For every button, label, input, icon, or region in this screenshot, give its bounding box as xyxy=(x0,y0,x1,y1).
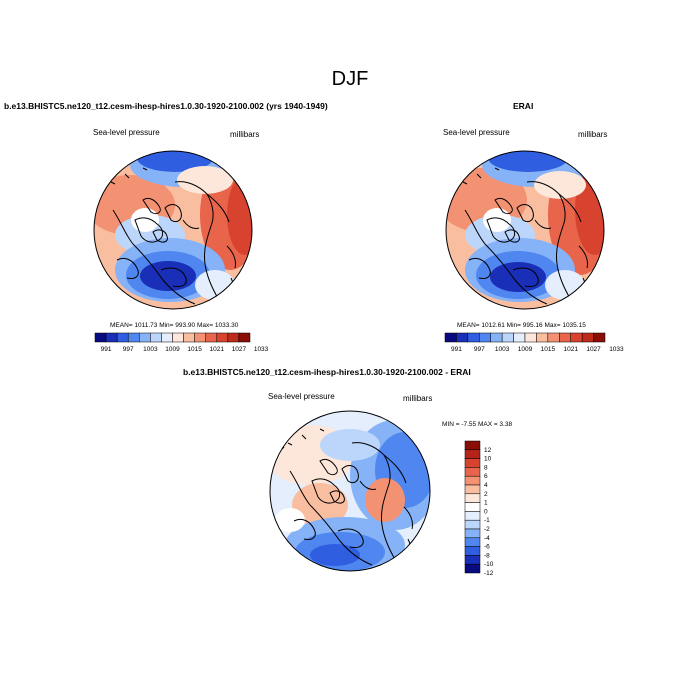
diff-colorbar-label: -1 xyxy=(484,517,490,524)
model-colorbar-box xyxy=(216,332,229,343)
model-colorbar-box xyxy=(94,332,107,343)
diff-left-label: Sea-level pressure xyxy=(268,392,335,401)
diff-colorbar-label: -10 xyxy=(484,561,494,568)
erai-colorbar-label: 1009 xyxy=(518,346,533,353)
model-colorbar-label: 1027 xyxy=(232,346,247,353)
model-left-label: Sea-level pressure xyxy=(93,128,160,137)
erai-colorbar-label: 1027 xyxy=(586,346,601,353)
model-colorbar-label: 1009 xyxy=(165,346,180,353)
diff-units-label: millibars xyxy=(403,394,433,403)
model-colorbar-label: 991 xyxy=(101,346,112,353)
diff-colorbar-box xyxy=(464,458,481,468)
diff-colorbar-box xyxy=(464,502,481,512)
model-colorbar-label: 1003 xyxy=(143,346,158,353)
erai-colorbar-box xyxy=(524,332,537,343)
diff-colorbar-box xyxy=(464,528,481,539)
diff-colorbar-label: -8 xyxy=(484,552,490,559)
model-panel-title: b.e13.BHISTC5.ne120_t12.cesm-ihesp-hires… xyxy=(4,101,328,111)
erai-colorbar-box xyxy=(456,332,469,343)
model-colorbar-box xyxy=(127,332,140,343)
erai-colorbar: 991 997 1003 1009 1015 1021 1027 1033 xyxy=(444,332,624,353)
diff-colorbar-label: -2 xyxy=(484,526,490,533)
model-colorbar-label: 1021 xyxy=(210,346,225,353)
erai-left-label: Sea-level pressure xyxy=(443,128,510,137)
erai-colorbar-box xyxy=(490,332,503,343)
diff-colorbar-box xyxy=(464,440,481,451)
diff-colorbar-label: 8 xyxy=(484,464,488,471)
erai-panel-title: ERAI xyxy=(513,101,534,111)
diff-colorbar-box xyxy=(464,555,481,565)
diff-colorbar-box xyxy=(464,546,481,556)
model-colorbar: 991 997 1003 1009 1015 1021 1027 1033 xyxy=(94,332,269,353)
erai-colorbar-label: 991 xyxy=(451,346,462,353)
erai-units-label: millibars xyxy=(578,130,608,139)
erai-colorbar-box xyxy=(593,332,606,343)
diff-colorbar-box xyxy=(464,475,481,486)
model-colorbar-label: 1015 xyxy=(187,346,202,353)
erai-colorbar-label: 997 xyxy=(474,346,485,353)
erai-colorbar-box xyxy=(501,332,514,343)
diff-colorbar-box xyxy=(464,563,481,574)
model-colorbar-box xyxy=(139,332,151,343)
erai-colorbar-label: 1003 xyxy=(495,346,510,353)
diff-colorbar-label: 2 xyxy=(484,491,488,498)
model-colorbar-box xyxy=(105,332,118,343)
diff-colorbar-box xyxy=(464,493,481,503)
diff-colorbar-box xyxy=(464,467,481,477)
diff-colorbar-label: 10 xyxy=(484,456,492,463)
model-units-label: millibars xyxy=(230,130,260,139)
diff-colorbar-box xyxy=(464,484,481,495)
diff-colorbar-label: -12 xyxy=(484,570,494,577)
model-map xyxy=(93,150,253,310)
erai-stats: MEAN= 1012.61 Min= 995.16 Max= 1035.15 xyxy=(457,322,586,329)
erai-colorbar-label: 1033 xyxy=(609,346,624,353)
model-colorbar-box xyxy=(183,332,195,343)
model-colorbar-box xyxy=(150,332,162,343)
model-colorbar-box xyxy=(161,332,173,343)
erai-colorbar-label: 1021 xyxy=(563,346,578,353)
diff-colorbar-label: 0 xyxy=(484,508,488,515)
diff-map xyxy=(269,410,431,572)
erai-colorbar-box xyxy=(444,332,457,343)
diff-colorbar-label: 1 xyxy=(484,500,488,507)
model-colorbar-box xyxy=(238,332,251,343)
figure-title: DJF xyxy=(331,68,369,90)
diff-colorbar-box xyxy=(464,449,481,459)
diff-panel-title: b.e13.BHISTC5.ne120_t12.cesm-ihesp-hires… xyxy=(183,367,471,377)
erai-colorbar-label: 1015 xyxy=(541,346,556,353)
model-colorbar-label: 997 xyxy=(123,346,134,353)
erai-colorbar-box xyxy=(479,332,491,343)
erai-colorbar-box xyxy=(536,332,549,343)
erai-map xyxy=(445,150,605,310)
erai-colorbar-box xyxy=(513,332,526,343)
erai-colorbar-box xyxy=(570,332,583,343)
erai-colorbar-box xyxy=(581,332,594,343)
diff-colorbar-box xyxy=(464,519,481,530)
diff-stats: MIN = -7.55 MAX = 3.38 xyxy=(442,421,513,428)
diff-colorbar-label: -4 xyxy=(484,535,490,542)
model-colorbar-box xyxy=(172,332,184,343)
diff-colorbar-label: 6 xyxy=(484,473,488,480)
diff-colorbar-box xyxy=(464,537,481,547)
erai-colorbar-box xyxy=(547,332,560,343)
erai-colorbar-box xyxy=(467,332,480,343)
model-colorbar-box xyxy=(205,332,218,343)
diff-colorbar-box xyxy=(464,511,481,521)
model-colorbar-label: 1033 xyxy=(254,346,269,353)
model-colorbar-box xyxy=(194,332,206,343)
diff-colorbar-label: 4 xyxy=(484,482,488,489)
diff-colorbar-label: -6 xyxy=(484,544,490,551)
model-colorbar-box xyxy=(227,332,240,343)
diff-colorbar-label: 12 xyxy=(484,447,492,454)
model-colorbar-box xyxy=(116,332,129,343)
erai-colorbar-box xyxy=(559,332,571,343)
model-stats: MEAN= 1011.73 Min= 993.90 Max= 1033.30 xyxy=(110,322,239,329)
